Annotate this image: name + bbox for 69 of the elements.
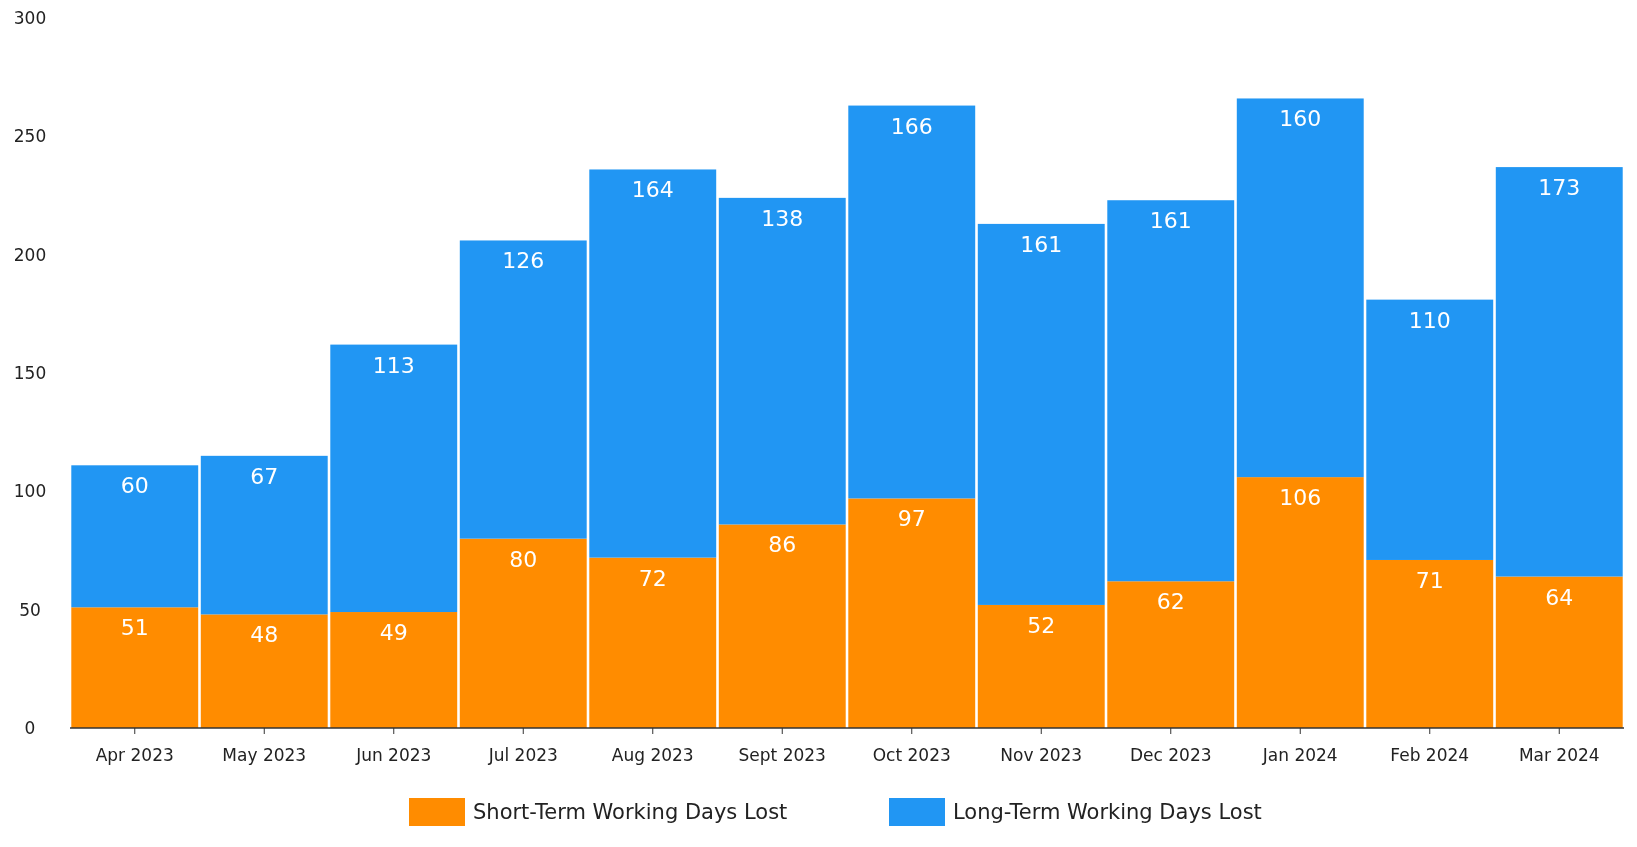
x-tick-label: Aug 2023 <box>611 745 694 765</box>
bar <box>977 223 1105 605</box>
x-tick-label: Mar 2024 <box>1518 745 1600 765</box>
bar <box>330 344 458 613</box>
bar <box>459 538 587 728</box>
data-label: 161 <box>1149 208 1192 234</box>
data-label: 86 <box>768 532 797 558</box>
bar <box>1107 200 1235 582</box>
bar <box>848 498 976 728</box>
bar <box>1366 299 1494 560</box>
data-label: 126 <box>502 248 545 274</box>
x-tick-label: Feb 2024 <box>1390 745 1470 765</box>
x-tick-label: Jan 2024 <box>1261 745 1338 765</box>
bar <box>200 614 328 728</box>
data-label: 64 <box>1545 584 1574 610</box>
x-tick-label: Nov 2023 <box>1000 745 1083 765</box>
x-tick-label: Oct 2023 <box>872 745 951 765</box>
data-label: 106 <box>1279 485 1322 511</box>
y-tick-label: 300 <box>13 8 47 28</box>
y-tick-label: 100 <box>13 481 47 502</box>
data-label: 161 <box>1020 231 1063 257</box>
data-label: 166 <box>890 113 933 139</box>
data-label: 49 <box>379 620 408 646</box>
bar <box>977 604 1105 728</box>
y-tick-label: 200 <box>13 244 47 265</box>
data-label: 62 <box>1156 589 1185 615</box>
y-tick-label: 50 <box>19 599 41 620</box>
x-tick-label: Jul 2023 <box>487 745 558 765</box>
legend-label: Long-Term Working Days Lost <box>953 800 1262 824</box>
legend-label: Short-Term Working Days Lost <box>473 800 788 824</box>
data-label: 138 <box>761 205 804 231</box>
bar <box>330 612 458 728</box>
bar <box>1495 576 1623 728</box>
data-label: 60 <box>120 473 149 499</box>
data-label: 110 <box>1408 307 1451 333</box>
bar <box>459 240 587 539</box>
data-label: 48 <box>250 622 279 648</box>
bar <box>848 105 976 499</box>
data-label: 52 <box>1027 612 1056 638</box>
data-label: 160 <box>1279 106 1322 132</box>
x-tick-label: Sept 2023 <box>738 745 826 765</box>
data-label: 80 <box>509 546 538 572</box>
y-tick-label: 150 <box>13 363 47 383</box>
bar <box>71 607 199 728</box>
x-tick-label: Dec 2023 <box>1129 745 1212 765</box>
x-tick-label: Jun 2023 <box>355 745 432 765</box>
data-label: 51 <box>120 615 149 641</box>
bar <box>1107 581 1235 728</box>
bar <box>1236 98 1364 478</box>
bar <box>1366 559 1494 728</box>
x-tick-label: May 2023 <box>222 745 307 765</box>
bar <box>589 557 717 728</box>
y-tick-label: 250 <box>13 126 47 147</box>
data-label: 71 <box>1415 567 1444 593</box>
bar <box>71 465 199 608</box>
bar <box>1236 477 1364 728</box>
bar <box>718 524 846 728</box>
bar <box>200 455 328 615</box>
data-label: 113 <box>372 352 415 378</box>
bar <box>589 169 717 558</box>
data-label: 173 <box>1538 175 1581 201</box>
data-label: 97 <box>897 506 926 532</box>
bar <box>1495 167 1623 577</box>
data-label: 67 <box>250 463 279 489</box>
data-label: 72 <box>638 565 667 591</box>
bar <box>718 197 846 525</box>
data-label: 164 <box>631 177 674 203</box>
y-tick-label: 0 <box>24 718 36 738</box>
x-tick-label: Apr 2023 <box>95 745 174 765</box>
